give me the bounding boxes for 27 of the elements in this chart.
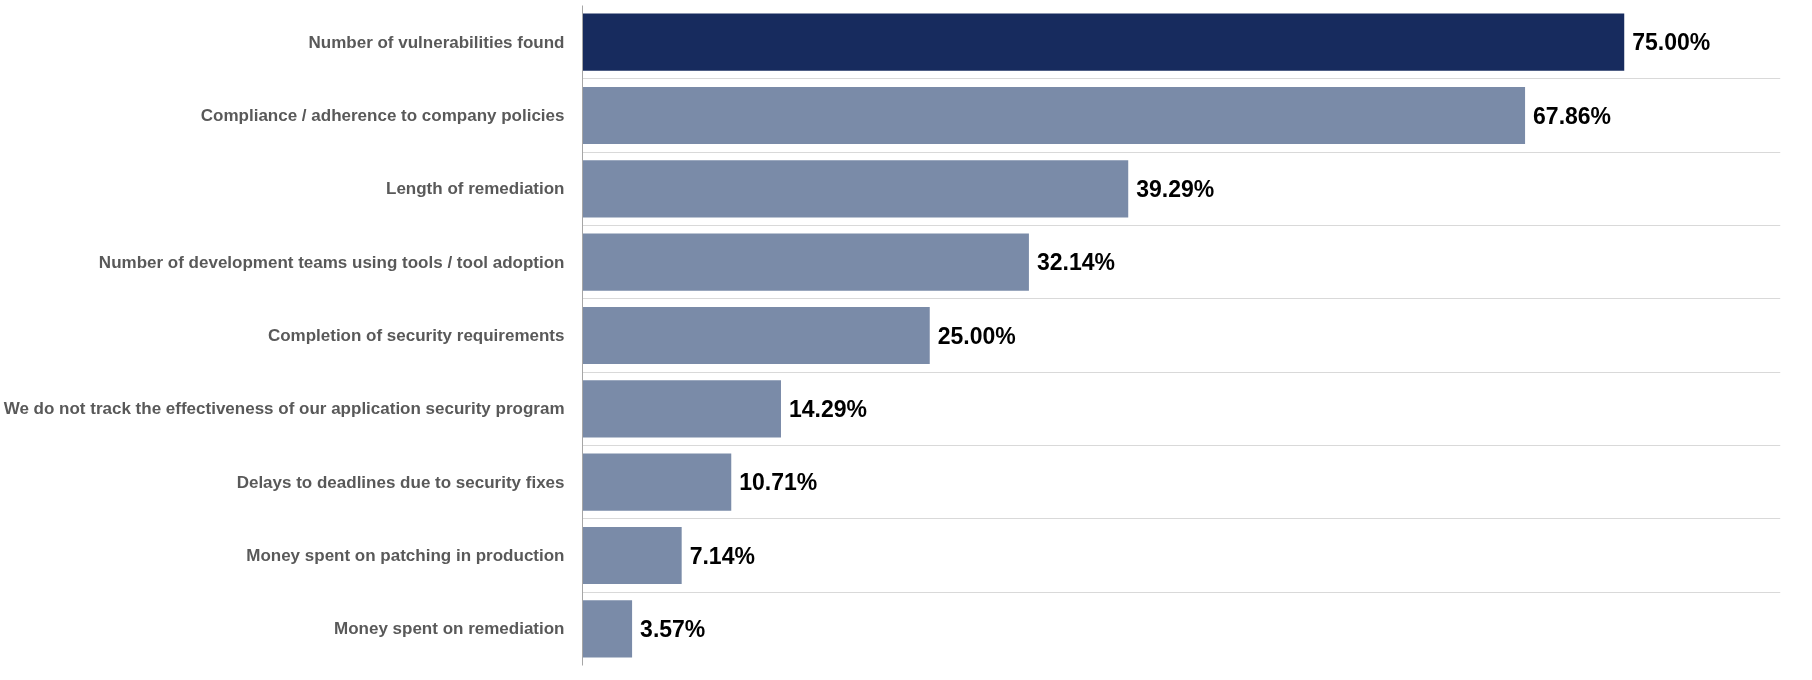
data-label: 3.57%: [640, 615, 706, 642]
bar: [582, 306, 930, 365]
y-tick-label: Delays to deadlines due to security fixes: [236, 472, 565, 492]
y-tick-label: Compliance / adherence to company policies: [200, 106, 565, 125]
bar: [582, 453, 732, 511]
bar: [582, 233, 1029, 291]
y-tick-label: Number of vulnerabilities found: [308, 32, 565, 52]
y-tick-label: Money spent on patching in production: [246, 546, 565, 565]
data-label: 10.71%: [739, 469, 818, 496]
bar: [582, 380, 781, 438]
y-tick-label: Length of remediation: [386, 179, 565, 199]
data-label: 14.29%: [788, 395, 867, 422]
bar: [582, 526, 682, 585]
data-label: 32.14%: [1036, 249, 1115, 276]
data-label: 39.29%: [1136, 175, 1215, 202]
data-label: 7.14%: [689, 542, 755, 569]
bar: [582, 600, 633, 658]
bar: [582, 86, 1526, 145]
bar: [582, 160, 1129, 218]
data-label: 67.86%: [1533, 102, 1612, 129]
data-label: 75.00%: [1632, 29, 1711, 56]
bar: [582, 13, 1625, 71]
y-tick-label: Completion of security requirements: [267, 326, 565, 345]
y-tick-label: We do not track the effectiveness of our application security program: [3, 399, 565, 419]
data-label: 25.00%: [937, 322, 1016, 349]
y-tick-label: Number of development teams using tools / tool adoption: [98, 252, 565, 272]
y-tick-label: Money spent on remediation: [334, 619, 565, 639]
